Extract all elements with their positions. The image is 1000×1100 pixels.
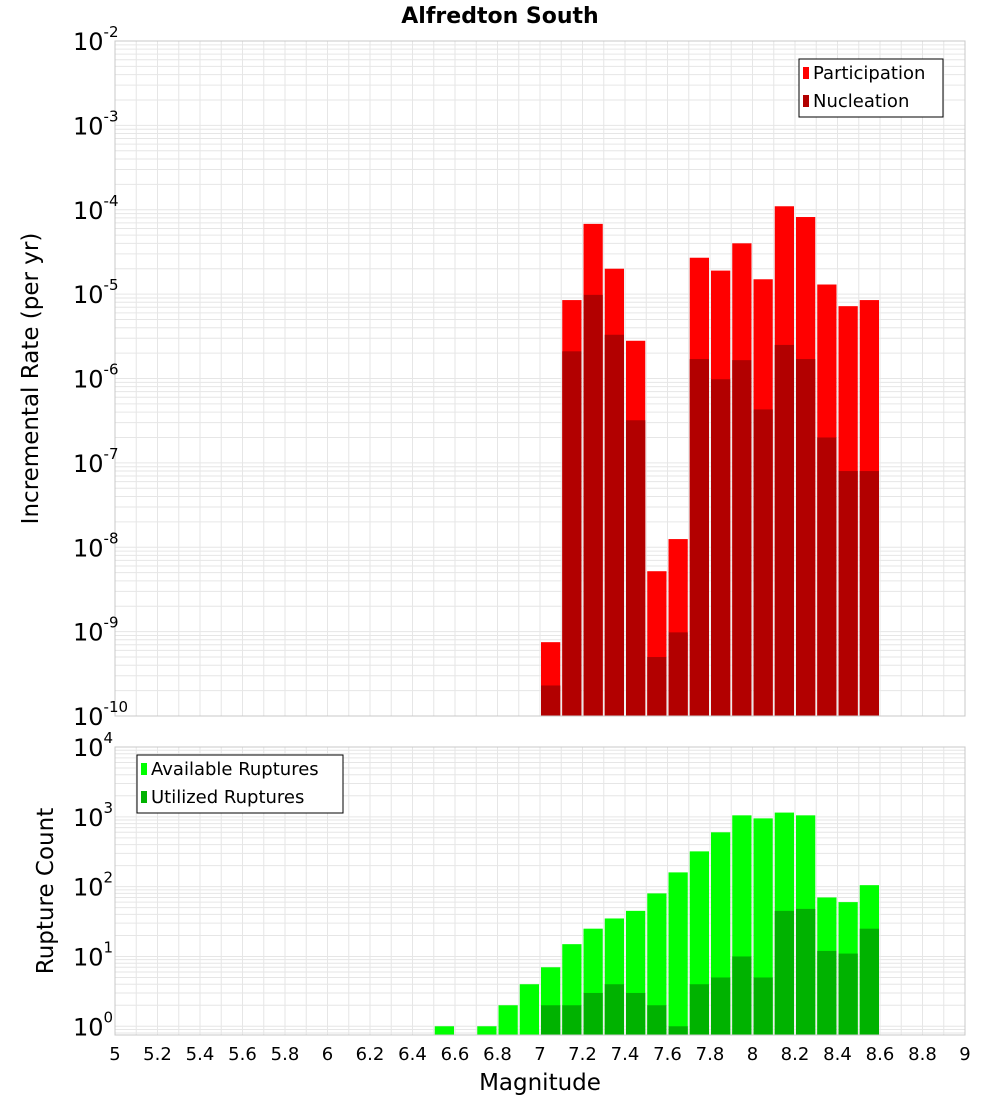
bar bbox=[817, 437, 837, 716]
y-tick-label: 103 bbox=[73, 799, 113, 832]
series-nucleation bbox=[541, 294, 879, 716]
bar bbox=[753, 409, 773, 716]
x-tick-label: 7.4 bbox=[611, 1044, 640, 1065]
bar bbox=[604, 984, 624, 1035]
rate-panel: 10-10 10-9 10-8 10-7 10-6 10-5 10-4 10-3 10-2 Inc… bbox=[18, 23, 966, 731]
plot-frame bbox=[114, 40, 966, 717]
y-tick-label: 10-5 bbox=[73, 276, 119, 309]
y-axis-label: Incremental Rate (per yr) bbox=[18, 233, 44, 525]
y-tick-label: 10-8 bbox=[73, 529, 119, 562]
bar bbox=[859, 471, 879, 716]
y-tick-label: 104 bbox=[73, 729, 113, 762]
x-tick-label: 8.4 bbox=[823, 1044, 852, 1065]
x-tick-label: 8.2 bbox=[781, 1044, 810, 1065]
legend-label: Nucleation bbox=[813, 91, 909, 112]
y-tick-label: 100 bbox=[73, 1008, 113, 1041]
y-tick-label: 101 bbox=[73, 938, 113, 971]
bar bbox=[541, 685, 561, 716]
bar bbox=[562, 351, 582, 716]
x-tick-label: 7.2 bbox=[568, 1044, 597, 1065]
y-tick-label: 10-9 bbox=[73, 614, 119, 647]
bar bbox=[796, 908, 816, 1035]
x-axis-label: Magnitude bbox=[479, 1070, 601, 1096]
bar bbox=[477, 1026, 497, 1035]
bar bbox=[498, 1005, 518, 1035]
bar bbox=[838, 953, 858, 1035]
bar bbox=[711, 977, 731, 1035]
legend-box bbox=[798, 58, 944, 118]
plot-frame bbox=[114, 746, 966, 1036]
chart-title: Alfredton South bbox=[401, 4, 598, 29]
bar bbox=[647, 657, 667, 716]
y-tick-label: 10-6 bbox=[73, 361, 119, 394]
x-tick-label: 5.6 bbox=[228, 1044, 257, 1065]
bar bbox=[732, 956, 752, 1035]
bar bbox=[753, 977, 773, 1035]
y-axis-label: Rupture Count bbox=[33, 808, 59, 974]
bar bbox=[859, 928, 879, 1035]
bar bbox=[668, 872, 688, 1035]
legend-swatch bbox=[141, 763, 147, 775]
bar bbox=[647, 1005, 667, 1035]
x-tick-label: 5.4 bbox=[186, 1044, 215, 1065]
bar bbox=[774, 344, 794, 716]
legend: Available Ruptures Utilized Ruptures bbox=[136, 754, 344, 814]
legend-label: Participation bbox=[813, 63, 925, 84]
legend-label: Utilized Ruptures bbox=[151, 787, 304, 808]
y-tick-label: 10-4 bbox=[73, 192, 119, 225]
bar bbox=[604, 334, 624, 716]
legend-box bbox=[136, 754, 344, 814]
bar bbox=[668, 632, 688, 716]
x-tick-label: 6.6 bbox=[441, 1044, 470, 1065]
x-tick-label: 6.8 bbox=[483, 1044, 512, 1065]
bar bbox=[519, 984, 539, 1035]
bar bbox=[647, 893, 667, 1035]
bar bbox=[626, 420, 646, 716]
x-tick-label: 9 bbox=[959, 1044, 970, 1065]
bar bbox=[796, 359, 816, 716]
x-tick-label: 6.4 bbox=[398, 1044, 427, 1065]
x-tick-label: 6.2 bbox=[356, 1044, 385, 1065]
bar bbox=[689, 359, 709, 716]
legend: Participation Nucleation bbox=[798, 58, 944, 118]
bar bbox=[434, 1026, 454, 1035]
x-tick-labels: 5 5.2 5.4 5.6 5.8 6 6.2 6.4 6.6 6.8 7 7.2 7.4 7.6 7.8 8… bbox=[109, 1044, 970, 1065]
y-tick-label: 10-10 bbox=[73, 698, 128, 731]
bar bbox=[711, 379, 731, 716]
bar bbox=[838, 471, 858, 716]
bar bbox=[626, 992, 646, 1035]
x-tick-label: 7 bbox=[534, 1044, 545, 1065]
x-tick-label: 7.6 bbox=[653, 1044, 682, 1065]
bar bbox=[817, 950, 837, 1035]
y-tick-label: 102 bbox=[73, 869, 113, 902]
bar bbox=[583, 294, 603, 716]
y-tick-label: 10-7 bbox=[73, 445, 119, 478]
bar bbox=[668, 1026, 688, 1035]
grid bbox=[114, 41, 966, 717]
x-tick-label: 5.2 bbox=[143, 1044, 172, 1065]
bar bbox=[689, 984, 709, 1035]
x-tick-label: 6 bbox=[322, 1044, 333, 1065]
x-tick-label: 8.6 bbox=[866, 1044, 895, 1065]
legend-label: Available Ruptures bbox=[151, 759, 319, 780]
x-tick-label: 7.8 bbox=[696, 1044, 725, 1065]
legend-swatch bbox=[803, 67, 809, 79]
bar bbox=[774, 910, 794, 1035]
series-utilized-ruptures bbox=[541, 908, 879, 1035]
y-tick-label: 10-3 bbox=[73, 107, 119, 140]
legend-swatch bbox=[141, 791, 147, 803]
y-tick-label: 10-2 bbox=[73, 23, 119, 56]
bar bbox=[583, 992, 603, 1035]
bar bbox=[541, 1005, 561, 1035]
bar bbox=[732, 360, 752, 716]
x-tick-label: 8.8 bbox=[908, 1044, 937, 1065]
legend-swatch bbox=[803, 95, 809, 107]
x-tick-label: 5.8 bbox=[271, 1044, 300, 1065]
x-tick-label: 8 bbox=[747, 1044, 758, 1065]
bar bbox=[562, 1005, 582, 1035]
x-tick-label: 5 bbox=[109, 1044, 120, 1065]
rupture-count-panel: 100 101 102 103 104 Rupture Count Available Ru… bbox=[33, 729, 966, 1041]
